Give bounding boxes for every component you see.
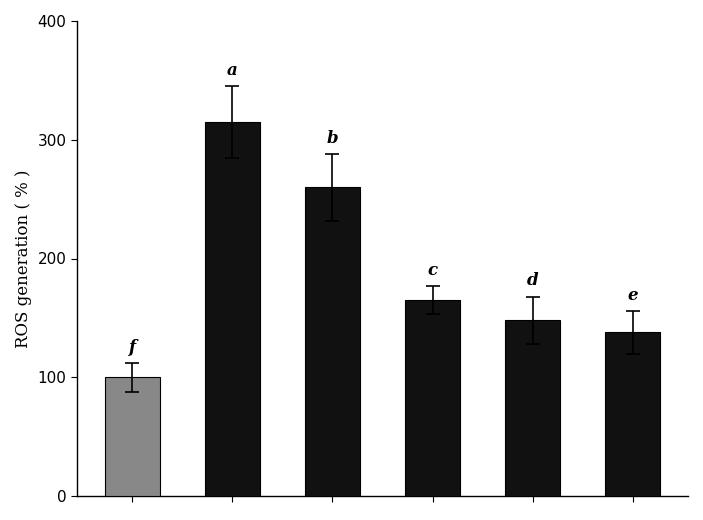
- Bar: [305, 187, 360, 496]
- Bar: [105, 377, 160, 496]
- Text: c: c: [427, 262, 437, 279]
- Text: b: b: [327, 130, 338, 147]
- Bar: [405, 300, 460, 496]
- Y-axis label: ROS generation ( % ): ROS generation ( % ): [15, 169, 32, 348]
- Text: f: f: [129, 339, 136, 356]
- Text: e: e: [627, 287, 638, 304]
- Bar: [505, 320, 560, 496]
- Bar: [605, 332, 660, 496]
- Text: d: d: [527, 272, 538, 289]
- Bar: [205, 122, 260, 496]
- Text: a: a: [227, 62, 238, 79]
